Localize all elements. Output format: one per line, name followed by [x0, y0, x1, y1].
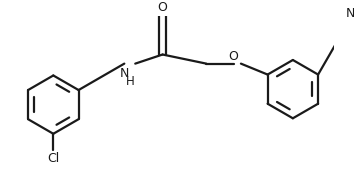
Text: N: N: [120, 67, 129, 80]
Text: H: H: [125, 76, 134, 89]
Text: N: N: [346, 7, 354, 20]
Text: O: O: [158, 1, 167, 14]
Text: O: O: [229, 50, 239, 63]
Text: Cl: Cl: [47, 152, 59, 165]
